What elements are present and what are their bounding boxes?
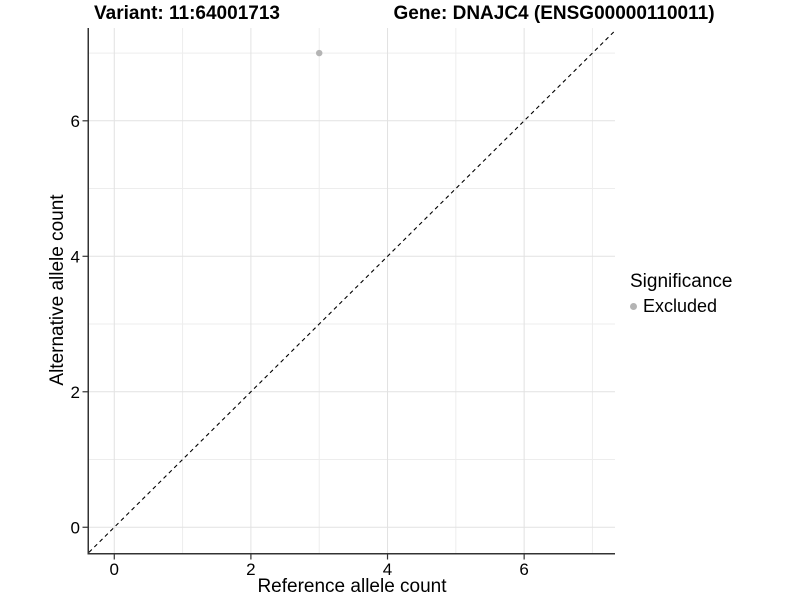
- legend-item-excluded: Excluded: [630, 296, 732, 317]
- x-tick-label: 0: [110, 560, 119, 579]
- excluded-point-icon: [630, 303, 637, 310]
- y-tick-label: 0: [71, 518, 80, 537]
- x-axis-title: Reference allele count: [257, 576, 447, 597]
- plot-title-variant: Variant: 11:64001713: [94, 3, 280, 24]
- plot-title-gene: Gene: DNAJC4 (ENSG00000110011): [393, 3, 715, 24]
- y-tick-label: 2: [71, 383, 80, 402]
- x-tick-label: 2: [246, 560, 255, 579]
- y-tick-label: 4: [71, 247, 80, 266]
- y-tick-label: 6: [71, 112, 80, 131]
- data-point-excluded: [316, 49, 323, 57]
- x-tick-label: 6: [519, 560, 528, 579]
- x-tick-label: 4: [383, 560, 392, 579]
- legend-title: Significance: [630, 271, 733, 292]
- legend: Significance Excluded: [630, 271, 732, 317]
- identity-reference-line: [88, 30, 616, 553]
- legend-label-excluded: Excluded: [643, 296, 718, 316]
- y-axis-title: Alternative allele count: [47, 194, 68, 386]
